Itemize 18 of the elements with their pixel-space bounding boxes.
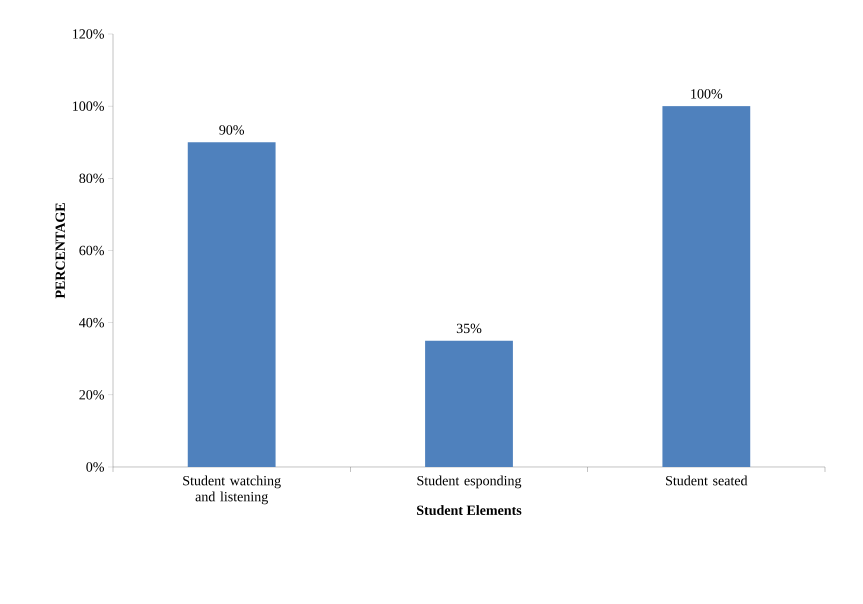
bar (662, 106, 750, 467)
y-tick-label: 40% (79, 318, 104, 328)
y-axis-title: PERCENTAGE (56, 203, 65, 298)
data-label: 35% (456, 324, 482, 334)
y-tick-label: 120% (73, 29, 104, 39)
y-tick-label: 100% (73, 101, 104, 111)
x-tick-label: Student seated (666, 476, 748, 486)
y-tick-label: 80% (79, 174, 104, 184)
bar (188, 142, 276, 467)
x-tick-label: Student watching and listening (183, 476, 281, 504)
x-tick-label: Student esponding (417, 476, 522, 488)
bar (425, 340, 513, 467)
y-tick-label: 0% (86, 462, 104, 472)
y-tick-label: 20% (79, 390, 104, 400)
data-label: 100% (691, 89, 722, 99)
data-label: 90% (219, 125, 244, 135)
x-axis-title: Student Elements (417, 505, 522, 516)
y-tick-label: 60% (79, 246, 104, 256)
